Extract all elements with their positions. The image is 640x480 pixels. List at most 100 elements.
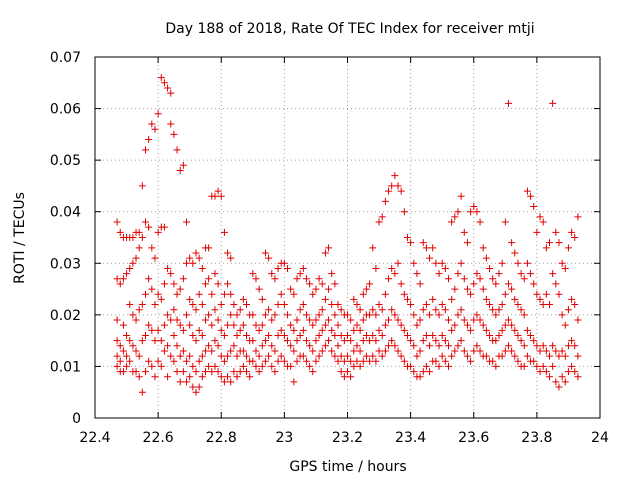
y-tick-label: 0.05 [50, 153, 81, 169]
data-point [460, 347, 468, 355]
data-point [123, 362, 131, 370]
data-point [183, 218, 191, 226]
data-point [277, 290, 285, 298]
axis-layer: 22.4 22.6 22.8 23 23.2 23.4 23.6 23.8 24 0 0.01 0.0… [50, 50, 609, 446]
data-point [536, 368, 544, 376]
data-point [132, 254, 140, 262]
data-point [457, 306, 465, 314]
data-point [564, 244, 572, 252]
data-point [489, 306, 497, 314]
data-point [429, 331, 437, 339]
data-point [561, 321, 569, 329]
data-point [378, 306, 386, 314]
data-point [239, 321, 247, 329]
data-point [470, 280, 478, 288]
data-point [205, 342, 213, 350]
data-point [397, 280, 405, 288]
data-point [460, 275, 468, 283]
data-point [391, 172, 399, 180]
data-point [173, 342, 181, 350]
data-point [151, 373, 159, 381]
data-point [558, 259, 566, 267]
data-point [170, 306, 178, 314]
data-point [400, 326, 408, 334]
data-point [113, 316, 121, 324]
data-point [271, 311, 279, 319]
data-point [113, 275, 121, 283]
data-point [170, 280, 178, 288]
data-point [271, 275, 279, 283]
data-point [119, 368, 127, 376]
data-point [312, 337, 320, 345]
data-point [201, 280, 209, 288]
data-point [356, 347, 364, 355]
data-point [407, 362, 415, 370]
data-point [148, 326, 156, 334]
data-point [186, 254, 194, 262]
data-point [362, 352, 370, 360]
data-point [400, 208, 408, 216]
data-point [236, 326, 244, 334]
data-point [306, 362, 314, 370]
data-point [205, 362, 213, 370]
data-point [249, 357, 257, 365]
data-point [527, 331, 535, 339]
data-point [489, 275, 497, 283]
data-point [243, 301, 250, 309]
data-point [574, 316, 582, 324]
data-point [258, 362, 266, 370]
data-point [344, 352, 351, 360]
data-point [350, 347, 358, 355]
data-point [167, 352, 175, 360]
data-point [154, 228, 162, 236]
data-point [340, 373, 348, 381]
data-point [407, 239, 415, 247]
data-point [523, 187, 531, 195]
data-point [482, 295, 490, 303]
data-point [116, 342, 124, 350]
data-point [113, 337, 121, 345]
data-point [394, 347, 402, 355]
data-point [539, 362, 547, 370]
data-point [164, 373, 172, 381]
data-point [523, 326, 531, 334]
data-point [280, 357, 288, 365]
data-point [514, 301, 522, 309]
data-point [164, 342, 172, 350]
data-point [460, 316, 468, 324]
data-point [198, 264, 206, 272]
data-point [189, 362, 197, 370]
data-point [183, 311, 191, 319]
data-point [337, 331, 345, 339]
data-point [129, 259, 137, 267]
data-point [145, 321, 153, 329]
data-point [123, 270, 131, 278]
data-point [220, 228, 228, 236]
data-point [186, 321, 194, 329]
data-point [568, 295, 576, 303]
data-point [467, 208, 475, 216]
data-point [454, 311, 462, 319]
data-point [432, 337, 440, 345]
data-point [457, 337, 465, 345]
data-point [476, 275, 484, 283]
data-point [448, 295, 456, 303]
data-point [138, 337, 146, 345]
data-point [123, 331, 131, 339]
data-point [394, 182, 402, 190]
data-point [205, 275, 213, 283]
y-tick-label: 0.07 [50, 50, 81, 66]
data-point [508, 285, 516, 293]
data-point [261, 337, 269, 345]
data-point [227, 290, 235, 298]
data-point [394, 259, 402, 267]
data-point [359, 290, 367, 298]
data-point [536, 295, 544, 303]
data-point [397, 321, 405, 329]
data-point [416, 316, 424, 324]
data-point [227, 254, 235, 262]
data-point [160, 79, 168, 87]
data-point [555, 239, 563, 247]
data-point [138, 182, 146, 190]
